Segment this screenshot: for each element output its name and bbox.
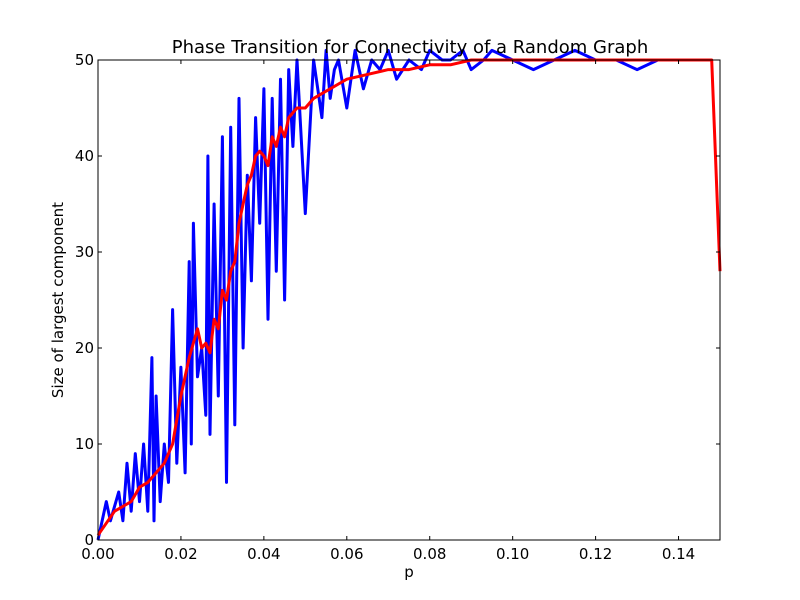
x-tick-label: 0.04 bbox=[247, 545, 280, 563]
y-tick-label: 40 bbox=[75, 147, 94, 165]
series-line-1 bbox=[96, 58, 722, 537]
chart-title: Phase Transition for Connectivity of a R… bbox=[172, 37, 649, 58]
x-tick-label: 0.10 bbox=[496, 545, 529, 563]
x-tick-label: 0.06 bbox=[330, 545, 363, 563]
series-layer bbox=[96, 48, 722, 541]
series-line-0 bbox=[96, 48, 712, 541]
y-tick-label: 20 bbox=[75, 339, 94, 357]
y-tick-label: 0 bbox=[84, 531, 94, 549]
y-axis-label: Size of largest component bbox=[49, 202, 67, 398]
x-tick-label: 0.12 bbox=[579, 545, 612, 563]
x-tick-label: 0.02 bbox=[164, 545, 197, 563]
y-tick-label: 30 bbox=[75, 243, 94, 261]
x-axis-label: p bbox=[404, 563, 414, 581]
x-tick-label: 0.08 bbox=[413, 545, 446, 563]
x-tick-label: 0.14 bbox=[662, 545, 695, 563]
y-tick-label: 10 bbox=[75, 435, 94, 453]
axes-frame bbox=[97, 59, 721, 541]
ticks-layer: 0.00 0.02 0.04 0.06 0.08 0.10 0.12 0.14 0 10 20 30 4… bbox=[75, 51, 720, 563]
y-tick-label: 50 bbox=[75, 51, 94, 69]
x-tick-label: 0.00 bbox=[81, 545, 114, 563]
